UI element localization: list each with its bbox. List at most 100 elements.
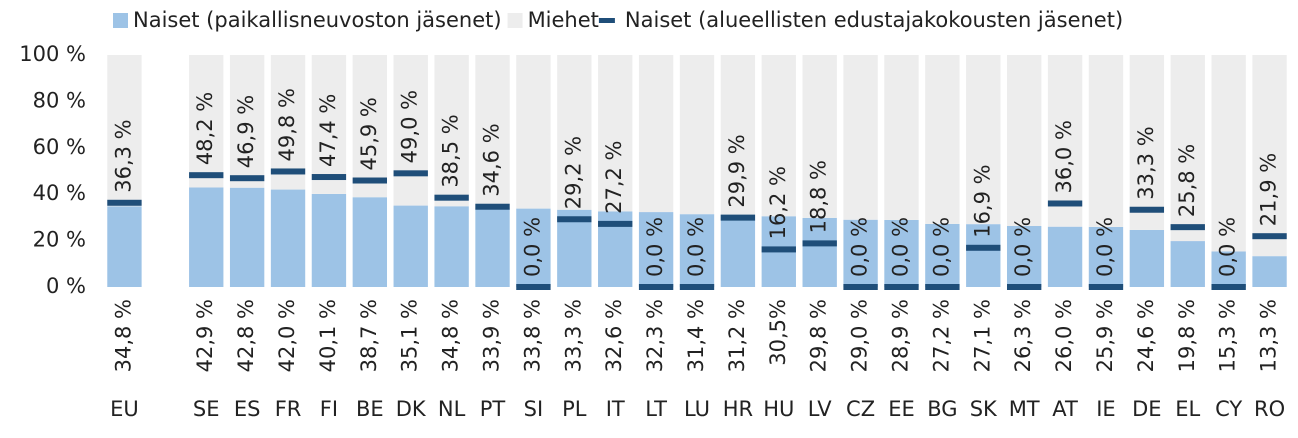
y-tick-label: 80 % bbox=[33, 88, 86, 112]
bar-segment bbox=[475, 55, 510, 209]
bar-segment bbox=[598, 55, 633, 212]
marker bbox=[229, 175, 265, 182]
marker bbox=[393, 170, 428, 177]
y-tick-label: 100 % bbox=[19, 42, 86, 66]
legend-swatch bbox=[598, 18, 615, 23]
bar-segment bbox=[843, 55, 878, 220]
marker bbox=[352, 177, 388, 184]
x-tick-label: DK bbox=[396, 397, 427, 421]
marker-value-label: 0,0 % bbox=[684, 217, 708, 277]
bar-value-label: 25,9 % bbox=[1093, 299, 1117, 372]
marker bbox=[557, 216, 592, 223]
marker bbox=[516, 284, 551, 290]
marker-value-label: 0,0 % bbox=[643, 217, 667, 277]
bar-segment bbox=[270, 55, 306, 190]
marker bbox=[311, 174, 347, 181]
marker bbox=[843, 284, 878, 290]
marker-value-label: 36,3 % bbox=[111, 119, 135, 192]
marker-value-label: 0,0 % bbox=[888, 217, 912, 277]
marker-value-label: 45,9 % bbox=[357, 97, 381, 170]
y-tick-label: 0 % bbox=[46, 274, 86, 298]
x-tick-label: HU bbox=[763, 397, 794, 421]
y-tick-label: 60 % bbox=[33, 135, 86, 159]
bar-segment bbox=[352, 55, 388, 198]
bar-segment bbox=[679, 55, 715, 215]
marker bbox=[638, 284, 674, 290]
bar-segment bbox=[843, 219, 878, 287]
x-tick-label: RO bbox=[1254, 397, 1285, 421]
x-tick-label: LV bbox=[808, 397, 832, 421]
x-tick-label: BG bbox=[927, 397, 957, 421]
bar-segment bbox=[434, 55, 469, 207]
x-tick-label: IE bbox=[1096, 397, 1115, 421]
bar-value-label: 15,3 % bbox=[1216, 299, 1240, 372]
bar-value-label: 28,9 % bbox=[888, 299, 912, 372]
x-tick-label: ES bbox=[234, 397, 261, 421]
bar-segment bbox=[557, 55, 592, 210]
bar-value-label: 29,8 % bbox=[807, 299, 831, 372]
x-tick-label: SK bbox=[970, 397, 998, 421]
marker-value-label: 29,9 % bbox=[725, 134, 749, 207]
bar-value-label: 33,3 % bbox=[561, 299, 585, 372]
marker bbox=[966, 244, 1001, 251]
bar-value-label: 31,2 % bbox=[725, 299, 749, 372]
marker bbox=[107, 199, 142, 206]
marker-value-label: 48,2 % bbox=[193, 92, 217, 165]
marker-value-label: 18,8 % bbox=[807, 160, 831, 233]
bar-segment bbox=[884, 55, 919, 220]
marker-value-label: 0,0 % bbox=[1011, 217, 1035, 277]
bar-value-label: 27,2 % bbox=[929, 299, 953, 372]
bar-value-label: 42,8 % bbox=[234, 299, 258, 372]
x-tick-label: DE bbox=[1132, 397, 1161, 421]
marker bbox=[925, 284, 960, 290]
bar-value-label: 19,8 % bbox=[1175, 299, 1199, 372]
marker bbox=[1170, 224, 1205, 231]
bar-value-label: 24,6 % bbox=[1134, 299, 1158, 372]
legend-label: Miehet bbox=[528, 8, 599, 32]
bar-value-label: 35,1 % bbox=[398, 299, 422, 372]
x-tick-label: SI bbox=[524, 397, 544, 421]
bar-segment bbox=[311, 55, 347, 194]
bar-value-label: 27,1 % bbox=[970, 299, 994, 372]
marker-value-label: 16,9 % bbox=[970, 164, 994, 237]
x-tick-label: EU bbox=[110, 397, 139, 421]
bar-segment bbox=[1252, 55, 1287, 257]
marker-value-label: 25,8 % bbox=[1175, 144, 1199, 217]
bar-value-label: 31,4 % bbox=[684, 299, 708, 372]
bar-segment bbox=[311, 193, 347, 287]
x-tick-label: PT bbox=[480, 397, 506, 421]
bar-segment bbox=[107, 55, 142, 207]
bar-segment bbox=[925, 55, 960, 224]
bar-segment bbox=[1211, 251, 1246, 287]
marker bbox=[1047, 200, 1083, 207]
marker bbox=[679, 284, 715, 290]
marker-value-label: 0,0 % bbox=[1216, 217, 1240, 277]
marker bbox=[270, 168, 306, 175]
legend-swatch bbox=[113, 13, 128, 28]
bar-segment bbox=[1252, 256, 1287, 287]
bar-value-label: 30,5% bbox=[766, 299, 790, 366]
bar-value-label: 42,9 % bbox=[193, 299, 217, 372]
x-tick-label: CZ bbox=[846, 397, 875, 421]
marker bbox=[720, 214, 756, 221]
bar-segment bbox=[557, 209, 592, 287]
x-tick-label: LT bbox=[645, 397, 667, 421]
bar-segment bbox=[393, 205, 428, 287]
marker bbox=[598, 220, 633, 227]
bar-segment bbox=[884, 219, 919, 287]
x-tick-label: PL bbox=[562, 397, 587, 421]
bar-segment bbox=[679, 214, 715, 287]
bar-segment bbox=[434, 206, 469, 287]
legend-label: Naiset (paikallisneuvoston jäsenet) bbox=[133, 8, 502, 32]
marker bbox=[761, 246, 796, 253]
marker-value-label: 0,0 % bbox=[520, 217, 544, 277]
x-tick-label: IT bbox=[606, 397, 625, 421]
marker-value-label: 33,3 % bbox=[1134, 126, 1158, 199]
marker bbox=[1129, 206, 1165, 213]
bar-value-label: 32,3 % bbox=[643, 299, 667, 372]
bar-segment bbox=[1006, 225, 1042, 287]
bar-segment bbox=[229, 55, 265, 188]
bar-segment bbox=[1047, 55, 1083, 227]
y-tick-label: 40 % bbox=[33, 181, 86, 205]
marker bbox=[1211, 284, 1246, 290]
